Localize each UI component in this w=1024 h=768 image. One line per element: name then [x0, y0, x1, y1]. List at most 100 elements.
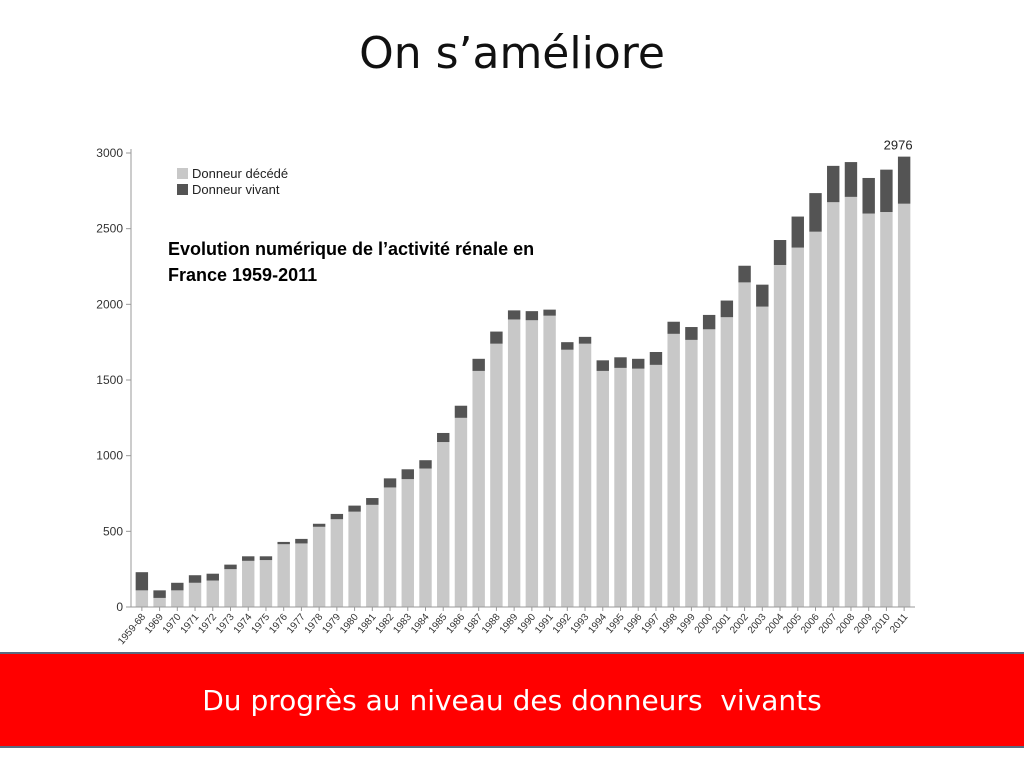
y-tick-label: 1000 [96, 449, 123, 463]
bar-donneur-vivant [862, 177, 875, 214]
bar-donneur-decede [437, 442, 450, 607]
bar-donneur-decede [277, 544, 290, 607]
bar-donneur-vivant [153, 590, 166, 598]
bar-donneur-decede [366, 504, 379, 607]
bar-donneur-decede [685, 339, 698, 607]
bar-donneur-vivant [295, 538, 308, 544]
footer-banner: Du progrès au niveau des donneurs vivant… [0, 652, 1024, 748]
x-tick-label: 1972 [196, 612, 219, 636]
bar-donneur-vivant [649, 352, 663, 365]
x-tick-label: 1975 [250, 612, 273, 636]
bar-donneur-vivant [224, 564, 237, 570]
bar-donneur-decede [543, 315, 556, 607]
bar-donneur-decede [188, 582, 202, 607]
x-tick-label: 1971 [179, 612, 202, 636]
bar-donneur-vivant [437, 432, 450, 443]
bar-donneur-decede [862, 213, 875, 607]
bar-donneur-decede [490, 343, 503, 607]
bar-donneur-decede [312, 526, 326, 607]
bar-donneur-vivant [348, 505, 361, 512]
bar-donneur-vivant [472, 358, 485, 371]
x-tick-label: 1989 [498, 612, 521, 636]
bar-donneur-vivant [702, 314, 716, 330]
x-tick-label: 2007 [817, 612, 840, 636]
x-tick-label: 1990 [515, 612, 538, 636]
bar-donneur-vivant [720, 300, 734, 318]
bar-donneur-decede [880, 212, 893, 607]
legend-swatch [177, 184, 188, 195]
bar-donneur-decede [738, 282, 751, 607]
bar-donneur-decede [578, 343, 592, 607]
bar-donneur-vivant [525, 311, 539, 321]
bar-donneur-decede [206, 580, 219, 607]
y-axis: 0 500 1000 1500 2000 2500 3000 [96, 146, 132, 614]
x-tick-label: 1994 [586, 612, 609, 636]
slide-title: On s’améliore [359, 28, 665, 79]
bar-donneur-decede [827, 202, 840, 607]
bar-donneur-decede [383, 487, 397, 607]
x-tick-label: 1987 [462, 612, 485, 636]
bar-donneur-decede [507, 319, 521, 607]
bar-donneur-vivant [596, 360, 609, 371]
x-tick-label: 1982 [374, 612, 397, 636]
x-tick-label: 2011 [888, 612, 911, 636]
bar-donneur-vivant [366, 498, 379, 505]
bar-donneur-vivant [419, 460, 432, 469]
annotations-group: 2976 [884, 138, 913, 153]
bar-donneur-vivant [844, 162, 858, 197]
bar-donneur-vivant [188, 575, 202, 583]
bar-donneur-decede [632, 368, 645, 607]
legend-swatch [177, 168, 188, 179]
x-tick-label: 1999 [675, 612, 698, 636]
x-tick-label: 1988 [480, 612, 503, 636]
x-tick-label: 1991 [533, 612, 556, 636]
bar-donneur-decede [295, 543, 308, 607]
bar-donneur-vivant [667, 321, 680, 334]
bar-donneur-vivant [809, 193, 822, 232]
x-tick-label: 1985 [427, 612, 450, 636]
x-tick-label: 1970 [161, 612, 184, 636]
bar-donneur-decede [773, 264, 787, 607]
x-tick-label: 2003 [746, 612, 769, 636]
y-tick-label: 2500 [96, 222, 123, 236]
bar-donneur-decede [419, 468, 432, 607]
bar-donneur-decede [171, 590, 184, 607]
bar-donneur-vivant [242, 556, 255, 561]
bar-donneur-vivant [171, 582, 184, 591]
x-tick-label: 1974 [232, 612, 255, 636]
x-tick-label: 1976 [267, 612, 290, 636]
bar-donneur-decede [135, 590, 149, 607]
bar-donneur-vivant [578, 336, 592, 344]
x-tick-label: 1997 [640, 612, 663, 636]
x-tick-label: 1981 [356, 612, 379, 636]
value-annotation: 2976 [884, 138, 913, 153]
stacked-bar-chart: 0 500 1000 1500 2000 2500 3000 1959-6819691970… [96, 138, 915, 647]
x-tick-label: 1980 [338, 612, 361, 636]
bar-donneur-vivant [135, 572, 149, 591]
bar-donneur-vivant [773, 240, 787, 265]
y-tick-label: 2000 [96, 297, 123, 311]
bars-group [135, 156, 911, 607]
x-tick-label: 2002 [728, 612, 751, 636]
x-tick-label: 2010 [870, 612, 893, 636]
bar-donneur-decede [561, 349, 574, 607]
x-tick-label: 1986 [445, 612, 468, 636]
x-tick-label: 1969 [143, 612, 166, 636]
bar-donneur-vivant [880, 169, 893, 213]
bar-donneur-vivant [791, 216, 804, 248]
bar-donneur-decede [809, 231, 822, 607]
bar-donneur-vivant [685, 327, 698, 340]
bar-donneur-decede [348, 511, 361, 607]
bar-donneur-vivant [897, 156, 911, 204]
y-tick-label: 3000 [96, 146, 123, 160]
bar-donneur-vivant [756, 284, 769, 307]
bar-donneur-vivant [277, 541, 290, 545]
bar-donneur-decede [224, 569, 237, 607]
bar-donneur-decede [720, 317, 734, 607]
x-tick-label: 2005 [781, 612, 804, 636]
x-tick-label: 2009 [852, 612, 875, 636]
bar-donneur-vivant [312, 523, 326, 527]
x-tick-label: 1992 [551, 612, 574, 636]
bar-donneur-decede [649, 364, 663, 607]
